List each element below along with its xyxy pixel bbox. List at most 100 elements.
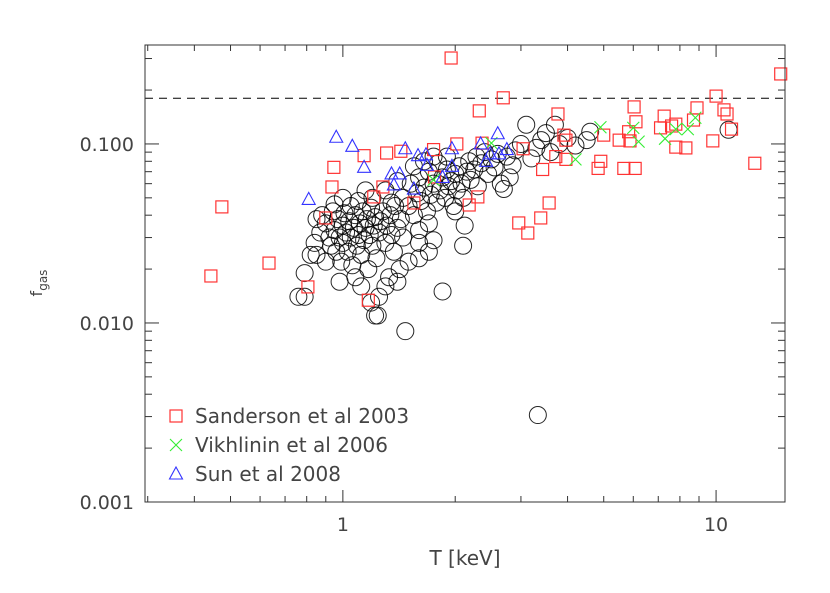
data-point-circle xyxy=(368,306,387,325)
data-point-x xyxy=(681,122,695,136)
data-point-square xyxy=(591,161,605,176)
data-point-square xyxy=(325,180,339,194)
data-point-x xyxy=(669,122,683,136)
data-point-square xyxy=(262,256,276,270)
data-point-circle xyxy=(455,216,474,235)
x-tick-label: 10 xyxy=(704,514,728,536)
data-point-circle xyxy=(388,172,407,191)
legend-marker-triangle xyxy=(168,465,184,480)
data-point-circle xyxy=(340,212,359,231)
data-point-triangle xyxy=(444,158,460,172)
legend-marker-x xyxy=(169,438,183,452)
data-point-square xyxy=(653,121,668,135)
data-point-square xyxy=(521,226,535,240)
data-point-x xyxy=(594,120,607,134)
data-point-triangle xyxy=(490,125,506,140)
data-point-circle xyxy=(330,272,349,291)
data-point-circle xyxy=(391,210,410,229)
data-point-x xyxy=(658,132,672,146)
data-point-square xyxy=(706,134,720,148)
data-point-circle xyxy=(360,226,379,245)
data-point-circle xyxy=(545,115,564,134)
data-point-circle xyxy=(388,218,407,237)
data-point-x xyxy=(569,152,582,166)
data-point-circle xyxy=(352,277,371,296)
y-tick-label: 0.001 xyxy=(80,492,134,514)
data-point-square xyxy=(549,149,563,164)
data-point-circle xyxy=(305,233,324,252)
data-point-circle xyxy=(330,228,349,247)
axis-ticks: 1 10 0.001 0.010 0.100 xyxy=(80,45,785,536)
data-point-triangle xyxy=(384,165,399,180)
data-point-square xyxy=(536,162,550,177)
legend-label: Sun et al 2008 xyxy=(195,462,341,486)
data-point-circle xyxy=(427,193,446,212)
data-point-circle xyxy=(419,214,438,233)
data-point-triangle xyxy=(356,159,372,173)
data-point-circle xyxy=(370,223,389,242)
data-point-square xyxy=(623,134,637,148)
data-point-circle xyxy=(577,131,596,150)
data-point-square xyxy=(496,91,510,105)
data-point-square xyxy=(367,190,381,204)
data-point-square xyxy=(327,160,341,174)
data-point-circle xyxy=(522,149,541,168)
data-point-triangle xyxy=(419,157,435,171)
data-point-square xyxy=(686,113,701,127)
data-point-circle xyxy=(371,212,390,231)
data-point-square xyxy=(720,107,734,121)
data-point-x xyxy=(427,173,440,187)
data-point-x xyxy=(688,111,702,125)
data-point-circle xyxy=(500,168,519,187)
y-tick-label: 0.010 xyxy=(80,313,134,335)
data-point-circle xyxy=(433,282,452,301)
data-point-triangle xyxy=(410,147,426,162)
data-point-square xyxy=(597,128,611,142)
data-point-circle xyxy=(367,249,386,268)
data-point-square xyxy=(551,107,565,121)
svg-text:fgas: fgas xyxy=(27,270,50,297)
data-point-triangle xyxy=(406,180,422,195)
data-point-circle xyxy=(581,122,600,141)
data-point-triangle xyxy=(473,135,489,150)
data-point-square xyxy=(462,198,476,212)
data-point-circle xyxy=(382,193,401,212)
data-point-square xyxy=(301,280,315,294)
data-point-triangle xyxy=(392,165,408,180)
data-point-circle xyxy=(357,210,376,229)
data-point-circle xyxy=(396,322,415,341)
data-point-circle xyxy=(390,260,409,279)
data-point-square xyxy=(774,67,788,81)
data-point-circle xyxy=(479,164,498,183)
data-point-circle xyxy=(424,147,443,166)
data-point-circle xyxy=(301,245,320,264)
data-point-triangle xyxy=(478,153,494,167)
data-point-circle xyxy=(316,252,335,271)
data-point-triangle xyxy=(491,145,507,160)
data-point-circle xyxy=(338,242,357,261)
data-point-circle xyxy=(349,226,368,245)
data-point-square xyxy=(361,293,375,307)
data-point-square xyxy=(622,125,636,139)
data-point-circle xyxy=(439,177,458,196)
data-point-circle xyxy=(488,144,507,163)
data-point-square xyxy=(627,100,641,114)
data-point-circle xyxy=(295,264,314,283)
data-marks xyxy=(204,51,788,425)
data-point-square xyxy=(748,156,762,170)
data-point-square xyxy=(215,200,229,214)
data-point-circle xyxy=(410,249,429,268)
legend-label: Vikhlinin et al 2006 xyxy=(195,433,388,457)
y-tick-label: 0.100 xyxy=(80,134,134,156)
data-point-square xyxy=(594,154,608,168)
data-point-square xyxy=(709,89,723,103)
data-point-square xyxy=(679,141,693,155)
plot-frame xyxy=(144,44,786,503)
data-point-triangle xyxy=(499,141,515,156)
data-point-circle xyxy=(424,231,443,250)
data-point-square xyxy=(512,216,526,230)
data-point-circle xyxy=(517,115,536,134)
data-point-square xyxy=(427,170,442,184)
x-axis-label: T [keV] xyxy=(428,546,500,570)
data-point-circle xyxy=(332,252,351,271)
